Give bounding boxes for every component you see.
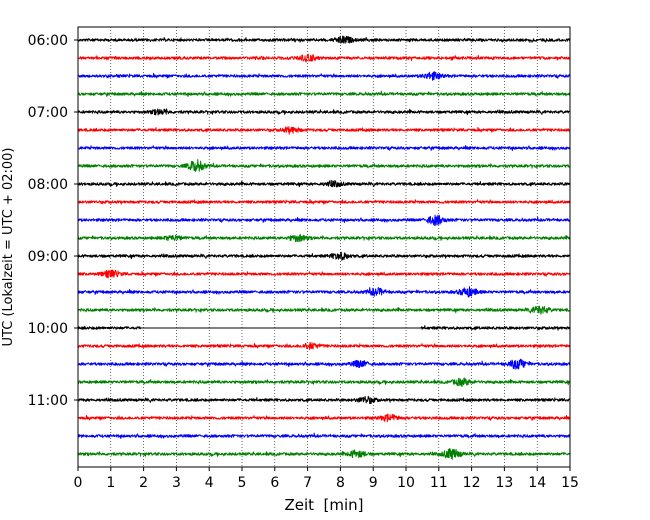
x-tick-label: 2 (139, 475, 148, 491)
trace-line (77, 198, 571, 205)
trace-line (77, 53, 571, 63)
grid-lines (110, 27, 538, 467)
trace-line (77, 413, 571, 423)
y-tick-label: 10:00 (28, 321, 68, 337)
trace-line (77, 179, 571, 188)
trace-line (77, 342, 571, 351)
trace-line (77, 325, 571, 331)
trace-line (77, 377, 571, 387)
trace-line (77, 144, 571, 151)
x-tick-label: 3 (172, 475, 181, 491)
trace-line (77, 108, 571, 116)
trace-line (77, 90, 571, 97)
x-tick-label: 1 (106, 475, 115, 491)
y-axis-label: UTC (Lokalzeit = UTC + 02:00) (1, 148, 16, 347)
trace-line (77, 71, 571, 81)
y-tick-label: 11:00 (28, 393, 68, 409)
x-tick-label: 6 (270, 475, 279, 491)
x-tick-label: 0 (74, 475, 83, 491)
x-tick-label: 4 (205, 475, 214, 491)
y-tick-label: 07:00 (28, 105, 68, 121)
x-tick-label: 7 (303, 475, 312, 491)
trace-line (77, 158, 571, 172)
trace-line (77, 448, 571, 460)
trace-line (77, 126, 571, 135)
x-axis-label: Zeit [min] (284, 496, 363, 514)
x-tick-label: 11 (430, 475, 448, 491)
x-tick-label: 13 (495, 475, 513, 491)
trace-line (77, 269, 571, 279)
trace-line (77, 234, 571, 243)
y-tick-label: 08:00 (28, 177, 68, 193)
x-tick-label: 12 (463, 475, 481, 491)
trace-line (77, 251, 571, 261)
y-tick-label: 09:00 (28, 249, 68, 265)
trace-lines (77, 35, 571, 460)
x-axis-ticks: 0 1 2 3 4 5 6 7 8 9 10 11 12 13 14 15 (74, 467, 579, 491)
trace-line (77, 305, 571, 315)
x-tick-label: 8 (336, 475, 345, 491)
x-tick-label: 15 (561, 475, 579, 491)
plot-frame (77, 26, 571, 468)
trace-line (77, 358, 571, 370)
trace-line (77, 286, 571, 298)
x-tick-label: 5 (238, 475, 247, 491)
trace-line (77, 432, 571, 439)
x-tick-label: 9 (369, 475, 378, 491)
x-tick-label: 14 (528, 475, 546, 491)
trace-line (77, 214, 571, 226)
trace-line (77, 35, 571, 44)
x-tick-label: 10 (397, 475, 415, 491)
y-axis-ticks: 06:00 07:00 08:00 09:00 10:00 11:00 (28, 33, 78, 409)
trace-line (77, 395, 571, 405)
y-tick-label: 06:00 (28, 33, 68, 49)
